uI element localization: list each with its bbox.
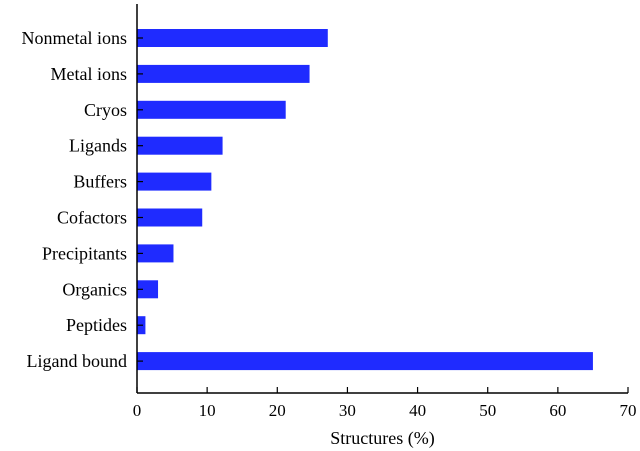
bar bbox=[137, 64, 310, 83]
category-label: Ligand bound bbox=[27, 351, 128, 371]
bars-group bbox=[137, 29, 593, 371]
category-label: Peptides bbox=[66, 315, 127, 335]
category-label: Cryos bbox=[84, 100, 127, 120]
category-label: Buffers bbox=[73, 172, 127, 192]
category-labels: Nonmetal ions Metal ions Cryos Ligands Buffe… bbox=[22, 28, 143, 371]
x-tick-label: 60 bbox=[549, 401, 566, 420]
category-label: Nonmetal ions bbox=[22, 28, 128, 48]
bar bbox=[137, 100, 286, 119]
category-label: Metal ions bbox=[51, 64, 128, 84]
bar bbox=[137, 172, 212, 191]
x-tick-label: 70 bbox=[620, 401, 637, 420]
bar bbox=[137, 244, 174, 263]
x-tick-label: 30 bbox=[339, 401, 356, 420]
bar bbox=[137, 29, 328, 47]
category-label: Organics bbox=[62, 279, 127, 299]
x-axis-label: Structures (%) bbox=[330, 428, 434, 449]
category-label: Ligands bbox=[69, 136, 127, 156]
bar bbox=[137, 352, 593, 371]
bar bbox=[137, 136, 223, 155]
category-label: Precipitants bbox=[42, 243, 127, 263]
bar bbox=[137, 280, 159, 299]
x-tick-label: 20 bbox=[269, 401, 286, 420]
bar bbox=[137, 208, 203, 227]
x-axis-ticks: 0 10 20 30 40 50 60 70 bbox=[133, 387, 637, 420]
x-tick-label: 0 bbox=[133, 401, 142, 420]
x-tick-label: 50 bbox=[479, 401, 496, 420]
x-tick-label: 40 bbox=[409, 401, 426, 420]
x-tick-label: 10 bbox=[199, 401, 216, 420]
category-label: Cofactors bbox=[57, 208, 127, 228]
